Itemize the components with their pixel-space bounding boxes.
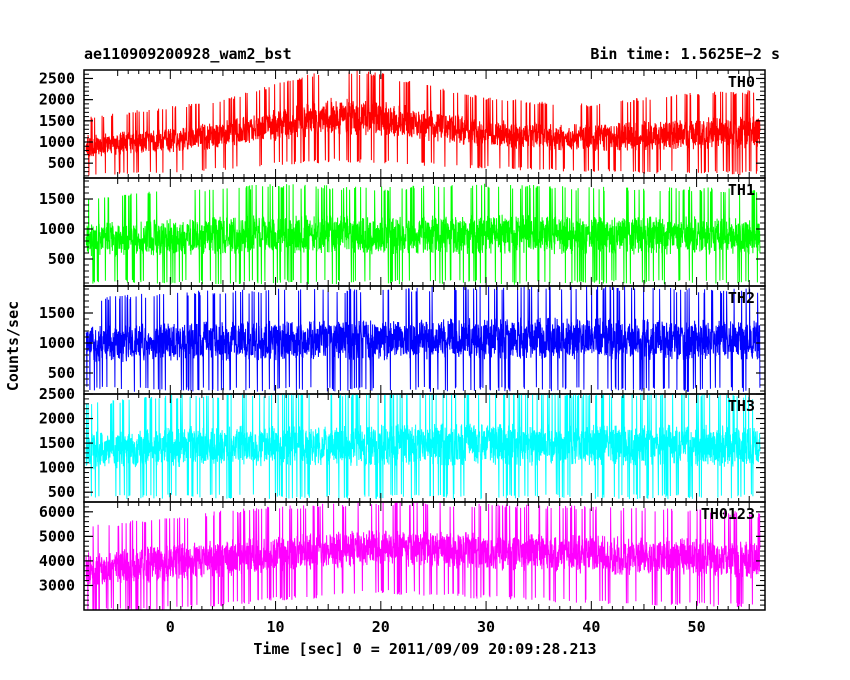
panel-label-th3: TH3 (728, 397, 755, 415)
y-tick-label: 1500 (39, 190, 75, 208)
panel-label-th1: TH1 (728, 181, 755, 199)
y-tick-label: 1000 (39, 334, 75, 352)
y-tick-label: 2500 (39, 385, 75, 403)
y-tick-label: 500 (48, 250, 75, 268)
x-tick-label: 10 (267, 618, 285, 636)
y-tick-label: 6000 (39, 503, 75, 521)
series-line-th1 (85, 183, 761, 285)
y-tick-label: 1500 (39, 304, 75, 322)
y-tick-label: 1000 (39, 459, 75, 477)
y-tick-label: 1500 (39, 434, 75, 452)
panel-th1: 500 1000 1500 TH1 (39, 177, 766, 287)
x-tick-label: 40 (582, 618, 600, 636)
panel-label-th0123: TH0123 (701, 505, 755, 523)
x-tick-label: 0 (166, 618, 175, 636)
series-line-th2 (85, 286, 761, 392)
y-tick-label: 2000 (39, 91, 75, 109)
panel-th0123: 3000 4000 5000 6000 TH0123 (39, 501, 766, 611)
x-tick-label: 50 (688, 618, 706, 636)
panel-th0: 500 1000 1500 2000 2500 TH0 (39, 69, 766, 179)
series-line-th3 (85, 394, 761, 500)
series-line-th0123 (85, 502, 761, 610)
y-tick-label: 500 (48, 483, 75, 501)
panel-th2: 500 1000 1500 TH2 (39, 285, 766, 395)
y-tick-label: 4000 (39, 552, 75, 570)
y-tick-label: 2000 (39, 410, 75, 428)
panel-label-th0: TH0 (728, 73, 755, 91)
y-tick-label: 1000 (39, 133, 75, 151)
panel-label-th2: TH2 (728, 289, 755, 307)
y-tick-label: 1500 (39, 112, 75, 130)
x-tick-label: 30 (477, 618, 495, 636)
panel-th3: 500 1000 1500 2000 2500 TH3 (39, 385, 766, 503)
y-tick-label: 2500 (39, 69, 75, 87)
y-tick-label: 3000 (39, 576, 75, 594)
x-axis-label: Time [sec] 0 = 2011/09/09 20:09:28.213 (253, 640, 596, 658)
y-tick-label: 500 (48, 154, 75, 172)
x-tick-label: 20 (372, 618, 390, 636)
plot-title: ae110909200928_wam2_bst (84, 45, 292, 63)
series-line-th0 (85, 70, 761, 176)
y-tick-label: 1000 (39, 220, 75, 238)
bin-time-label: Bin time: 1.5625E−2 s (590, 45, 780, 63)
y-tick-label: 500 (48, 364, 75, 382)
y-axis-label: Counts/sec (4, 301, 22, 391)
y-tick-label: 5000 (39, 527, 75, 545)
